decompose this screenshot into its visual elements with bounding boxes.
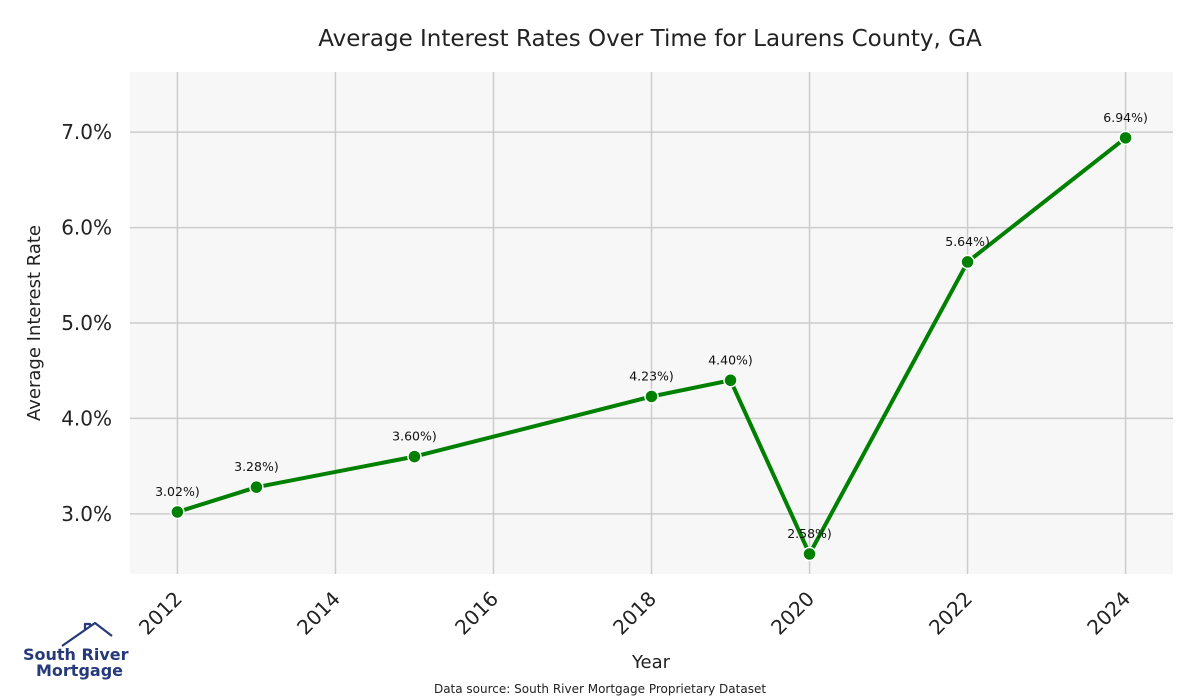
data-label: 4.23%): [629, 368, 674, 383]
data-label: 4.40%): [708, 352, 753, 367]
y-tick-label: 3.0%: [61, 502, 112, 526]
data-point: [1118, 130, 1133, 146]
data-point: [802, 546, 817, 562]
y-tick-label: 5.0%: [61, 311, 112, 335]
x-tick-label: 2024: [1082, 587, 1135, 640]
x-tick-label: 2020: [766, 587, 819, 640]
grid-lines: [130, 72, 1173, 574]
y-tick-label: 4.0%: [61, 406, 112, 430]
data-label: 6.94%): [1103, 110, 1148, 125]
x-axis-ticks: 2012 2014 2016 2018 2020 2022 2024: [134, 587, 1135, 640]
data-point: [170, 504, 185, 520]
series-line: [176, 136, 1127, 556]
house-roof-icon: [61, 621, 113, 647]
data-point: [960, 254, 975, 270]
y-axis-ticks: 3.0% 4.0% 5.0% 6.0% 7.0%: [61, 120, 112, 526]
data-point: [723, 373, 738, 388]
data-label: 3.28%): [234, 459, 279, 474]
x-tick-label: 2022: [924, 587, 977, 640]
y-axis-label: Average Interest Rate: [24, 225, 45, 421]
data-point: [407, 449, 422, 464]
chart-title: Average Interest Rates Over Time for Lau…: [318, 26, 982, 52]
x-tick-label: 2018: [608, 587, 661, 640]
data-point: [644, 389, 659, 404]
logo: South River Mortgage: [23, 621, 129, 680]
series-average-interest-rate: [170, 130, 1133, 562]
logo-text-line1: South River: [23, 645, 129, 664]
y-tick-label: 7.0%: [61, 120, 112, 144]
x-axis-label: Year: [631, 652, 671, 673]
y-tick-label: 6.0%: [61, 216, 112, 240]
logo-text-line2: Mortgage: [36, 661, 123, 680]
data-label: 2.58%): [787, 526, 832, 541]
x-tick-label: 2012: [134, 587, 187, 640]
data-label: 3.02%): [155, 484, 200, 499]
data-label: 5.64%): [945, 234, 990, 249]
data-labels: 3.02%) 3.28%) 3.60%) 4.23%) 4.40%) 2.58%) 5.64…: [155, 110, 1148, 541]
x-tick-label: 2014: [292, 587, 345, 640]
data-label: 3.60%): [392, 429, 437, 444]
data-point: [249, 479, 264, 495]
data-source-note: Data source: South River Mortgage Propri…: [434, 682, 766, 696]
x-tick-label: 2016: [450, 587, 503, 640]
